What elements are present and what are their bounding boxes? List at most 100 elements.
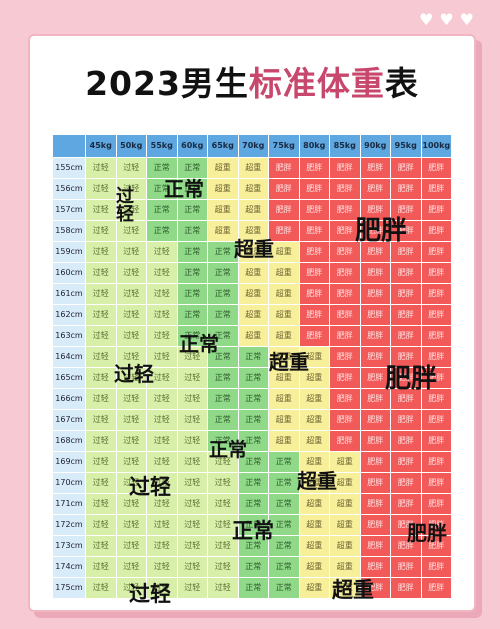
height-cell: 162cm [52, 304, 86, 326]
bmi-cell-under: 过轻 [207, 577, 239, 599]
bmi-cell-over: 超重 [237, 304, 269, 326]
height-cell: 171cm [52, 493, 86, 515]
bmi-cell-under: 过轻 [115, 409, 147, 431]
bmi-cell-obese: 肥胖 [329, 430, 361, 452]
bmi-cell-under: 过轻 [176, 472, 208, 494]
zone-label-normal: 正常 [209, 439, 248, 461]
height-cell: 172cm [52, 514, 86, 536]
bmi-cell-over: 超重 [207, 199, 239, 221]
bmi-cell-over: 超重 [237, 220, 269, 242]
bmi-cell-obese: 肥胖 [359, 388, 391, 410]
bmi-cell-normal: 正常 [237, 388, 269, 410]
bmi-cell-normal: 正常 [237, 409, 269, 431]
table-row: 160cm 过轻 过轻 过轻 正常 正常 超重 超重 肥胖 肥胖 肥胖 肥胖 肥胖 [52, 262, 452, 284]
bmi-cell-obese: 肥胖 [359, 220, 391, 242]
bmi-cell-obese: 肥胖 [390, 493, 422, 515]
bmi-cell-obese: 肥胖 [420, 409, 452, 431]
bmi-cell-over: 超重 [237, 157, 269, 179]
bmi-cell-under: 过轻 [115, 577, 147, 599]
height-cell: 174cm [52, 556, 86, 578]
bmi-cell-obese: 肥胖 [390, 409, 422, 431]
bmi-cell-over: 超重 [268, 262, 300, 284]
bmi-cell-under: 过轻 [176, 409, 208, 431]
bmi-cell-under: 过轻 [176, 430, 208, 452]
bmi-cell-under: 过轻 [146, 451, 178, 473]
bmi-cell-over: 超重 [329, 451, 361, 473]
weight-header: 65kg [207, 134, 239, 158]
zone-label-over: 超重 [297, 469, 337, 493]
bmi-cell-under: 过轻 [85, 325, 117, 347]
zone-label-under: 过轻 [114, 362, 154, 386]
bmi-cell-normal: 正常 [146, 199, 178, 221]
bmi-cell-obese: 肥胖 [390, 556, 422, 578]
weight-header: 95kg [390, 134, 422, 158]
height-cell: 167cm [52, 409, 86, 431]
bmi-cell-over: 超重 [268, 409, 300, 431]
table-row: 173cm 过轻 过轻 过轻 过轻 过轻 正常 正常 超重 超重 肥胖 肥胖 肥胖 [52, 535, 452, 557]
weight-header: 90kg [359, 134, 391, 158]
bmi-cell-obese: 肥胖 [329, 199, 361, 221]
bmi-cell-obese: 肥胖 [359, 451, 391, 473]
zone-label-over: 超重 [332, 578, 374, 602]
bmi-cell-normal: 正常 [237, 346, 269, 368]
bmi-cell-under: 过轻 [85, 409, 117, 431]
bmi-cell-under: 过轻 [146, 304, 178, 326]
bmi-cell-normal: 正常 [176, 241, 208, 263]
table-row: 161cm 过轻 过轻 过轻 正常 正常 超重 超重 肥胖 肥胖 肥胖 肥胖 肥胖 [52, 283, 452, 305]
weight-header: 45kg [85, 134, 117, 158]
bmi-cell-obese: 肥胖 [359, 346, 391, 368]
bmi-cell-under: 过轻 [207, 535, 239, 557]
bmi-cell-under: 过轻 [115, 178, 147, 200]
bmi-cell-under: 过轻 [115, 535, 147, 557]
bmi-cell-obese: 肥胖 [359, 409, 391, 431]
bmi-cell-normal: 正常 [176, 199, 208, 221]
bmi-cell-over: 超重 [298, 409, 330, 431]
bmi-cell-obese: 肥胖 [329, 262, 361, 284]
bmi-cell-normal: 正常 [207, 388, 239, 410]
bmi-cell-over: 超重 [237, 178, 269, 200]
bmi-cell-obese: 肥胖 [390, 157, 422, 179]
zone-label-under: 过轻 [129, 475, 171, 499]
bmi-cell-obese: 肥胖 [390, 472, 422, 494]
bmi-cell-obese: 肥胖 [390, 220, 422, 242]
bmi-cell-under: 过轻 [146, 325, 178, 347]
bmi-cell-under: 过轻 [85, 577, 117, 599]
bmi-cell-obese: 肥胖 [420, 430, 452, 452]
bmi-cell-obese: 肥胖 [420, 199, 452, 221]
bmi-cell-under: 过轻 [115, 472, 147, 494]
weight-chart-card: 2023男生标准体重表 45kg 50kg 55kg 60kg 65kg 70kg 75kg… [28, 34, 476, 612]
bmi-cell-obese: 肥胖 [359, 367, 391, 389]
height-cell: 155cm [52, 157, 86, 179]
bmi-cell-under: 过轻 [115, 262, 147, 284]
bmi-cell-under: 过轻 [85, 388, 117, 410]
bmi-cell-obese: 肥胖 [390, 262, 422, 284]
table-row: 159cm 过轻 过轻 过轻 正常 正常 超重 超重 肥胖 肥胖 肥胖 肥胖 肥胖 [52, 241, 452, 263]
page-title: 2023男生标准体重表 [30, 36, 474, 131]
bmi-cell-under: 过轻 [85, 367, 117, 389]
bmi-cell-obese: 肥胖 [420, 304, 452, 326]
weight-header: 80kg [298, 134, 330, 158]
table-row: 166cm 过轻 过轻 过轻 过轻 正常 正常 超重 超重 肥胖 肥胖 肥胖 肥胖 [52, 388, 452, 410]
table-row: 158cm 过轻 过轻 正常 正常 超重 超重 肥胖 肥胖 肥胖 肥胖 肥胖 肥胖 [52, 220, 452, 242]
weight-header: 50kg [115, 134, 147, 158]
bmi-cell-under: 过轻 [146, 493, 178, 515]
bmi-cell-under: 过轻 [85, 157, 117, 179]
bmi-cell-under: 过轻 [146, 430, 178, 452]
bmi-cell-obese: 肥胖 [420, 220, 452, 242]
bmi-cell-over: 超重 [298, 430, 330, 452]
bmi-cell-under: 过轻 [115, 556, 147, 578]
bmi-cell-obese: 肥胖 [359, 157, 391, 179]
bmi-cell-over: 超重 [298, 535, 330, 557]
bmi-cell-over: 超重 [268, 283, 300, 305]
bmi-cell-obese: 肥胖 [359, 493, 391, 515]
bmi-cell-under: 过轻 [115, 283, 147, 305]
bmi-cell-obese: 肥胖 [420, 514, 452, 536]
bmi-cell-obese: 肥胖 [359, 514, 391, 536]
bmi-cell-under: 过轻 [85, 493, 117, 515]
bmi-cell-obese: 肥胖 [329, 157, 361, 179]
bmi-cell-obese: 肥胖 [359, 430, 391, 452]
bmi-cell-obese: 肥胖 [329, 220, 361, 242]
bmi-cell-normal: 正常 [268, 472, 300, 494]
bmi-cell-normal: 正常 [146, 220, 178, 242]
bmi-cell-obese: 肥胖 [390, 325, 422, 347]
